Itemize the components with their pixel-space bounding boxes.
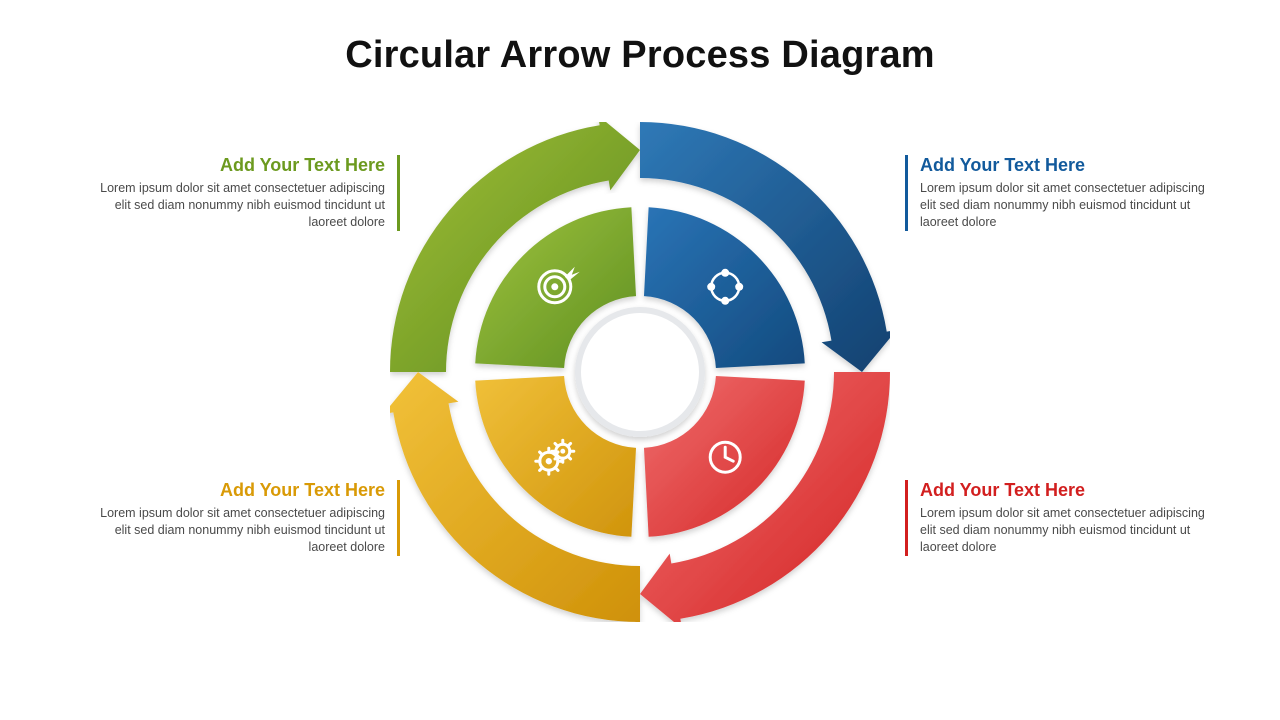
callout-body: Lorem ipsum dolor sit amet consectetuer … <box>920 505 1220 556</box>
callout-top-right: Add Your Text Here Lorem ipsum dolor sit… <box>905 155 1220 231</box>
callout-heading: Add Your Text Here <box>85 480 385 501</box>
callout-body: Lorem ipsum dolor sit amet consectetuer … <box>85 180 385 231</box>
callout-body: Lorem ipsum dolor sit amet consectetuer … <box>85 505 385 556</box>
callout-bottom-left: Add Your Text Here Lorem ipsum dolor sit… <box>85 480 400 556</box>
callout-body: Lorem ipsum dolor sit amet consectetuer … <box>920 180 1220 231</box>
callout-heading: Add Your Text Here <box>920 480 1220 501</box>
callout-heading: Add Your Text Here <box>85 155 385 176</box>
page-title: Circular Arrow Process Diagram <box>0 34 1280 77</box>
callout-top-left: Add Your Text Here Lorem ipsum dolor sit… <box>85 155 400 231</box>
callout-heading: Add Your Text Here <box>920 155 1220 176</box>
slide: Circular Arrow Process Diagram Add Your … <box>0 0 1280 720</box>
hub <box>578 310 702 434</box>
circular-process-diagram <box>390 122 890 622</box>
callout-bottom-right: Add Your Text Here Lorem ipsum dolor sit… <box>905 480 1220 556</box>
